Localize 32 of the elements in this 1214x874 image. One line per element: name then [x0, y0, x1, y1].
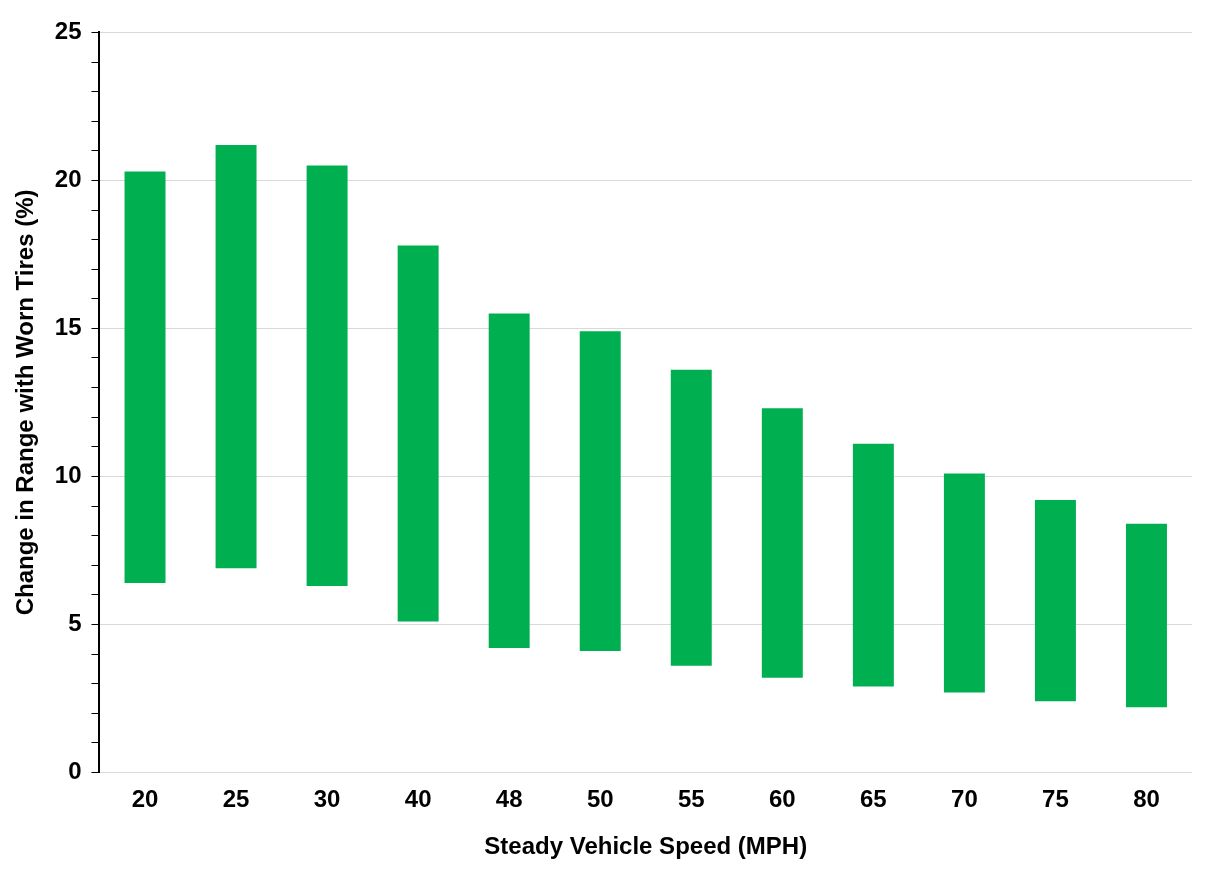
x-tick-label: 20	[131, 785, 159, 813]
bar	[397, 245, 439, 622]
x-tick-label: 30	[313, 785, 341, 813]
x-tick-label: 25	[222, 785, 250, 813]
bar	[943, 473, 985, 693]
y-tick-label: 0	[68, 757, 82, 785]
x-tick-label: 60	[768, 785, 796, 813]
bar	[1125, 523, 1167, 708]
bar	[579, 331, 621, 652]
x-tick-label: 50	[586, 785, 614, 813]
y-tick-label: 5	[68, 609, 82, 637]
x-tick-label: 80	[1133, 785, 1160, 813]
x-tick-label: 40	[404, 785, 432, 813]
bar	[1034, 500, 1076, 702]
bar	[852, 443, 894, 687]
x-axis-title: Steady Vehicle Speed (MPH)	[484, 832, 808, 860]
y-axis-title: Change in Range with Worn Tires (%)	[11, 189, 39, 616]
x-tick-label: 55	[677, 785, 705, 813]
bar	[124, 171, 166, 583]
x-tick-label: 48	[495, 785, 523, 813]
bar	[306, 165, 348, 586]
y-tick-label: 25	[54, 17, 82, 45]
bar	[215, 144, 257, 569]
bar	[488, 313, 530, 649]
y-tick-label: 15	[54, 313, 82, 341]
y-tick-label: 10	[54, 461, 82, 489]
x-tick-label: 65	[860, 785, 887, 813]
bar	[761, 408, 803, 678]
y-tick-label: 20	[54, 165, 82, 193]
x-tick-label: 70	[951, 785, 978, 813]
x-tick-label: 75	[1042, 785, 1069, 813]
bar	[670, 369, 712, 666]
